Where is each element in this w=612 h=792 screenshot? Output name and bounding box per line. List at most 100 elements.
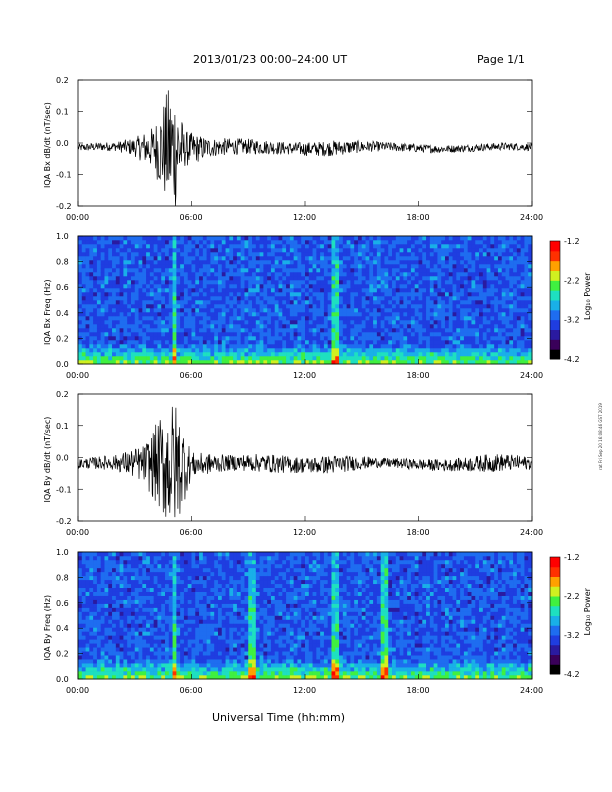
heatmap-cell: [112, 284, 117, 289]
heatmap-cell: [342, 292, 347, 297]
heatmap-cell: [270, 280, 276, 285]
heatmap-cell: [437, 256, 442, 261]
heatmap-cell: [444, 360, 450, 365]
heatmap-cell: [509, 280, 514, 285]
heatmap-cell: [482, 296, 487, 301]
heatmap-cell: [376, 344, 381, 349]
heatmap-cell: [161, 284, 166, 289]
heatmap-cell: [463, 332, 468, 337]
heatmap-cell: [452, 264, 457, 269]
heatmap-cell: [263, 332, 268, 337]
heatmap-cell: [89, 583, 94, 589]
heatmap-cell: [157, 240, 162, 245]
heatmap-cell: [497, 248, 503, 253]
heatmap-cell: [509, 236, 514, 241]
heatmap-cell: [100, 635, 105, 640]
heatmap-cell: [278, 316, 283, 321]
heatmap-cell: [161, 611, 166, 616]
heatmap-cell: [210, 256, 215, 261]
heatmap-cell: [229, 336, 234, 341]
heatmap-cell: [157, 607, 162, 612]
heatmap-cell: [305, 244, 310, 249]
heatmap-cell: [138, 308, 143, 313]
heatmap-cell: [255, 248, 260, 253]
heatmap-cell: [263, 312, 268, 317]
heatmap-cell: [172, 567, 177, 573]
heatmap-cell: [134, 595, 139, 600]
heatmap-cell: [240, 264, 245, 269]
heatmap-cell: [112, 248, 117, 253]
heatmap-cell: [365, 244, 370, 249]
heatmap-cell: [259, 332, 264, 337]
heatmap-cell: [475, 256, 480, 261]
heatmap-cell: [172, 559, 177, 565]
heatmap-cell: [183, 647, 189, 652]
heatmap-cell: [206, 344, 211, 349]
heatmap-cell: [157, 276, 162, 281]
heatmap-cell: [479, 352, 484, 357]
heatmap-cell: [229, 320, 234, 325]
heatmap-cell: [104, 352, 109, 357]
heatmap-cell: [217, 328, 223, 333]
heatmap-cell: [153, 643, 158, 648]
heatmap-cell: [206, 276, 211, 281]
heatmap-cell: [437, 352, 442, 357]
heatmap-cell: [342, 324, 347, 329]
heatmap-cell: [104, 356, 109, 361]
heatmap-cell: [149, 332, 154, 337]
heatmap-cell: [323, 280, 329, 285]
heatmap-cell: [202, 348, 207, 353]
heatmap-cell: [433, 356, 438, 361]
heatmap-cell: [187, 611, 192, 616]
heatmap-cell: [524, 248, 529, 253]
heatmap-cell: [463, 292, 468, 297]
heatmap-cell: [134, 272, 139, 277]
heatmap-cell: [191, 304, 196, 309]
heatmap-cell: [323, 236, 329, 241]
heatmap-cell: [119, 332, 124, 337]
heatmap-cell: [138, 587, 143, 592]
heatmap-cell: [161, 264, 166, 269]
heatmap-cell: [153, 240, 158, 245]
heatmap-cell: [217, 348, 223, 353]
heatmap-cell: [157, 292, 162, 297]
heatmap-cell: [384, 332, 389, 337]
heatmap-cell: [112, 336, 117, 341]
heatmap-cell: [202, 340, 207, 345]
heatmap-cell: [119, 659, 124, 664]
heatmap-cell: [331, 336, 336, 341]
heatmap-cell: [206, 336, 211, 341]
heatmap-cell: [448, 244, 453, 249]
heatmap-cell: [263, 244, 268, 249]
heatmap-cell: [119, 563, 124, 569]
heatmap-cell: [100, 276, 105, 281]
heatmap-cell: [297, 280, 302, 285]
heatmap-cell: [497, 240, 503, 245]
heatmap-cell: [119, 260, 124, 265]
heatmap-cell: [441, 320, 446, 325]
heatmap-cell: [142, 627, 147, 632]
heatmap-cell: [509, 296, 514, 301]
heatmap-cell: [486, 260, 491, 265]
heatmap-cell: [350, 360, 355, 365]
heatmap-cell: [301, 344, 306, 349]
heatmap-cell: [146, 268, 151, 273]
heatmap-cell: [414, 324, 419, 329]
heatmap-cell: [369, 236, 374, 241]
heatmap-cell: [85, 591, 90, 596]
heatmap-cell: [104, 268, 109, 273]
heatmap-cell: [78, 667, 83, 672]
heatmap-cell: [376, 268, 381, 273]
heatmap-cell: [357, 304, 363, 309]
heatmap-cell: [108, 308, 113, 313]
heatmap-cell: [335, 348, 340, 353]
heatmap-cell: [199, 256, 204, 261]
heatmap-cell: [142, 308, 147, 313]
heatmap-cell: [399, 276, 404, 281]
heatmap-cell: [142, 316, 147, 321]
heatmap-cell: [490, 240, 495, 245]
heatmap-cell: [100, 579, 105, 585]
heatmap-cell: [134, 671, 139, 676]
heatmap-cell: [127, 603, 132, 608]
heatmap-cell: [225, 308, 230, 313]
